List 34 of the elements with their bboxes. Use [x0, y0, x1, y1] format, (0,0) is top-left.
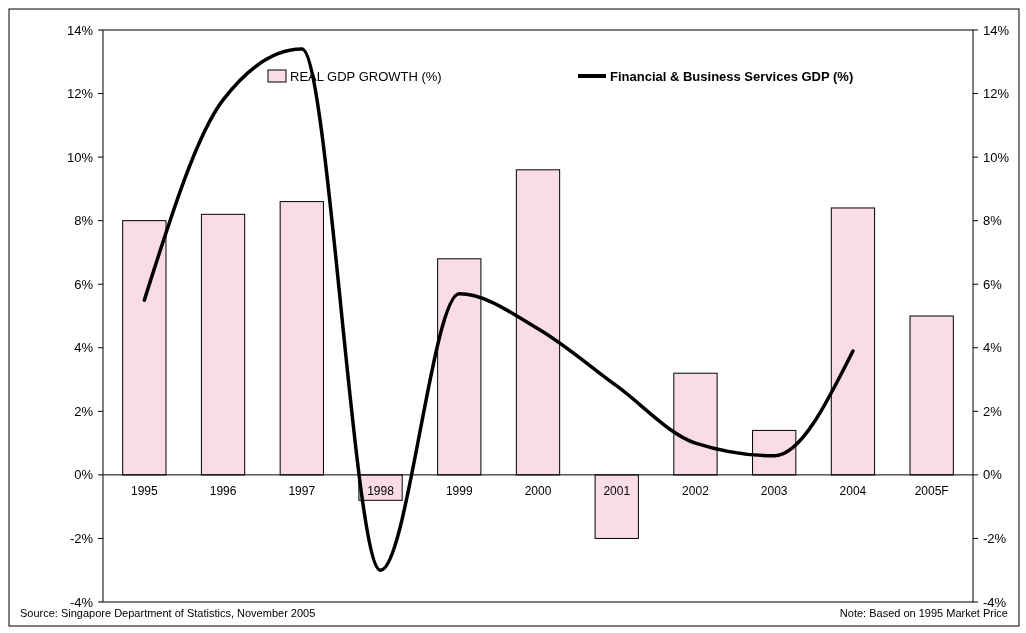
y-tick-label: 12%	[66, 86, 94, 102]
y2-tick-label: 0%	[983, 467, 1003, 483]
y2-tick-label: 4%	[983, 340, 1003, 356]
source-note: Source: Singapore Department of Statistics, November 2005	[20, 607, 316, 619]
y-tick-label: 14%	[66, 22, 94, 38]
y2-tick-label: 14%	[983, 22, 1010, 38]
y2-tick-label: 2%	[983, 403, 1003, 419]
legend-label: Financial & Business Services GDP (%)	[610, 68, 854, 84]
x-tick-label: 1999	[445, 483, 473, 498]
x-tick-label: 2000	[524, 483, 552, 498]
y2-tick-label: 6%	[983, 276, 1003, 292]
x-tick-label: 2004	[839, 483, 867, 498]
x-tick-label: 1997	[288, 483, 316, 498]
x-tick-label: 1995	[130, 483, 158, 498]
y-tick-label: -4%	[69, 594, 94, 610]
y-tick-label: 10%	[66, 149, 94, 165]
y-tick-label: 6%	[74, 276, 94, 292]
x-tick-label: 1996	[209, 483, 237, 498]
y-tick-label: 4%	[74, 340, 94, 356]
y2-tick-label: -2%	[983, 530, 1007, 546]
x-tick-label: 2003	[760, 483, 788, 498]
y-tick-label: 8%	[74, 213, 94, 229]
x-tick-label: 1998	[367, 483, 395, 498]
y2-tick-label: 12%	[983, 86, 1010, 102]
x-tick-label: 2001	[603, 483, 631, 498]
y-tick-label: 0%	[74, 467, 94, 483]
text: Note: Based on 1995 Market Price	[839, 607, 1008, 619]
y2-tick-label: 10%	[983, 149, 1010, 165]
y2-tick-label: -4%	[983, 594, 1007, 610]
x-tick-label: 2005F	[914, 483, 949, 498]
x-tick-label: 2002	[682, 483, 710, 498]
y-tick-label: -2%	[69, 530, 94, 546]
y2-tick-label: 8%	[983, 213, 1003, 229]
y-tick-label: 2%	[74, 403, 94, 419]
